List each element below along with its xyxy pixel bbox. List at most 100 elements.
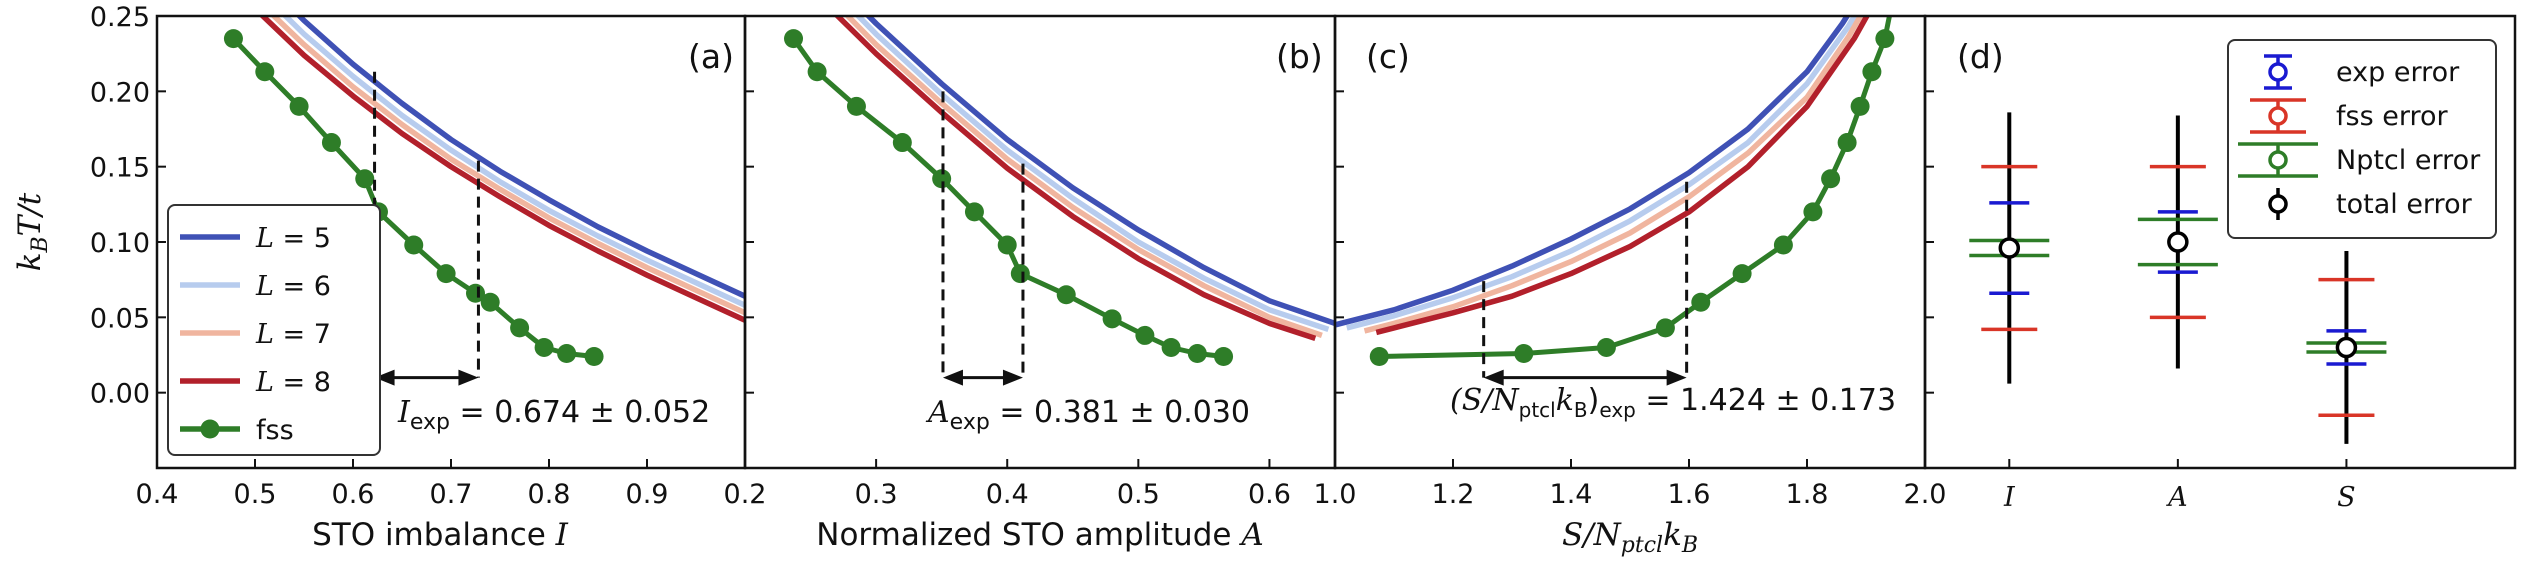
x-category-label: I	[2003, 482, 2016, 513]
fss-point	[846, 96, 866, 116]
fss-point	[892, 133, 912, 153]
x-tick-label: 1.4	[1550, 479, 1593, 510]
fss-point	[1837, 133, 1857, 153]
annot-a-value: = 0.674 ± 0.052	[450, 395, 710, 430]
annot-c-sub: exp	[1599, 398, 1635, 422]
series-line-L8	[258, 16, 745, 323]
fss-point	[223, 29, 243, 49]
y-tick-label: 0.00	[90, 379, 150, 410]
fss-point	[355, 169, 375, 189]
x-tick-label: 0.6	[332, 479, 375, 510]
bracket-arrowhead-right	[1002, 369, 1023, 386]
legend-a-label: fss	[256, 415, 294, 446]
series-group	[1335, 16, 1895, 367]
x-label-a-var: I	[555, 517, 569, 553]
panel-d: I A S (d) exp error fss error Nptcl error tot…	[1923, 14, 2517, 513]
x-tick-label: 1.8	[1786, 479, 1829, 510]
legend-a-label: L = 7	[255, 319, 331, 350]
x-tick-label: 0.4	[986, 479, 1029, 510]
series-line-L7	[843, 16, 1323, 338]
plot-area-a: 0.4 0.5 0.6 0.7 0.8 0.9	[136, 14, 747, 510]
x-axis-label-c: S/NptclkB	[1562, 517, 1698, 558]
fss-point	[1850, 96, 1870, 116]
legend-a-marker	[200, 419, 220, 439]
annot-c-mid: k	[1556, 383, 1574, 418]
x-label-c-sub: ptcl	[1621, 533, 1663, 558]
series-line-L5	[864, 16, 1335, 327]
fss-point	[1135, 325, 1155, 345]
bracket-arrowhead-left	[1483, 369, 1504, 386]
annot-c-sub1: ptcl	[1519, 398, 1556, 422]
x-tick-label: 0.9	[626, 479, 669, 510]
fss-point	[534, 337, 554, 357]
x-label-c-sub2: B	[1681, 533, 1698, 558]
annot-a-lhs: I	[397, 395, 411, 430]
fss-point	[1102, 309, 1122, 329]
annot-b-lhs: A	[925, 395, 950, 430]
panel-a-annotation: Iexp = 0.674 ± 0.052	[397, 395, 710, 435]
fss-point	[1187, 343, 1207, 363]
x-tick-label: 1.2	[1432, 479, 1475, 510]
x-tick-label: 0.7	[430, 479, 473, 510]
x-axis-label-b: Normalized STO amplitude A	[816, 517, 1263, 553]
plot-area-c: 1.0 1.2 1.4 1.6 1.8 2.0	[1314, 14, 1947, 510]
panel-c-annotation: (S/NptclkB)exp = 1.424 ± 0.173	[1450, 383, 1896, 422]
bracket-arrowhead-right	[458, 369, 479, 386]
fss-point	[404, 235, 424, 255]
fss-point	[1161, 337, 1181, 357]
x-tick-label: 1.6	[1668, 479, 1711, 510]
legend-d-marker	[2268, 194, 2288, 214]
legend-a-label: L = 5	[255, 223, 331, 254]
x-category-label: S	[2337, 482, 2356, 513]
panel-b-annotation: Aexp = 0.381 ± 0.030	[925, 395, 1250, 435]
panel-c: 1.0 1.2 1.4 1.6 1.8 2.0 (c) (S/NptclkB)exp = …	[1314, 14, 1947, 558]
fss-point	[997, 235, 1017, 255]
fss-point	[321, 133, 341, 153]
annot-c-sub2: B	[1574, 398, 1588, 422]
legend-a-frame	[167, 204, 381, 456]
x-label-c-text: S/N	[1562, 517, 1623, 553]
x-label-b-var: A	[1238, 517, 1263, 553]
panel-b-tag: (b)	[1276, 37, 1323, 76]
x-label-c-k: k	[1663, 517, 1682, 553]
fss-point	[1803, 202, 1823, 222]
x-tick-label: 0.3	[855, 479, 898, 510]
fss-point	[1514, 343, 1534, 363]
y-axis: 0.00 0.05 0.10 0.15 0.20 0.25 kBT/t	[12, 2, 166, 410]
fss-point	[1862, 62, 1882, 82]
legend-d-label: fss error	[2336, 101, 2448, 132]
fss-point	[436, 264, 456, 284]
x-label-a-text: STO imbalance	[312, 517, 556, 553]
series-group	[784, 16, 1335, 367]
y-tick-group: 0.00 0.05 0.10 0.15 0.20 0.25	[90, 2, 166, 410]
fss-point	[932, 169, 952, 189]
panel-a-tag: (a)	[688, 37, 734, 76]
fss-point	[1773, 235, 1793, 255]
y-tick-label: 0.25	[90, 2, 150, 33]
series-line-L6	[854, 16, 1330, 333]
series-line-L6	[1346, 16, 1858, 331]
error-center-marker	[2335, 336, 2358, 359]
legend-d: exp error fss error Nptcl error total error	[2227, 39, 2497, 239]
bracket-arrowhead-right	[1666, 369, 1687, 386]
x-tick-label: 0.8	[528, 479, 571, 510]
y-tick-label: 0.20	[90, 77, 150, 108]
series-line-L8	[1375, 16, 1871, 336]
x-tick-label: 0.4	[136, 479, 179, 510]
series-group	[223, 16, 745, 367]
legend-d-frame	[2227, 39, 2497, 239]
y-label-rest: T/t	[12, 192, 48, 236]
legend-d-marker	[2268, 62, 2288, 82]
x-tick-label: 2.0	[1904, 479, 1947, 510]
legend-a-label: L = 8	[255, 367, 331, 398]
legend-a: L = 5 L = 6 L = 7 L = 8 fss	[167, 204, 381, 456]
fss-point	[1010, 264, 1030, 284]
fss-point	[289, 96, 309, 116]
fss-point	[557, 343, 577, 363]
series-line-L6	[281, 16, 745, 308]
legend-d-label: total error	[2336, 189, 2473, 220]
panel-c-tag: (c)	[1366, 37, 1410, 76]
legend-d-label: Nptcl error	[2336, 145, 2481, 176]
